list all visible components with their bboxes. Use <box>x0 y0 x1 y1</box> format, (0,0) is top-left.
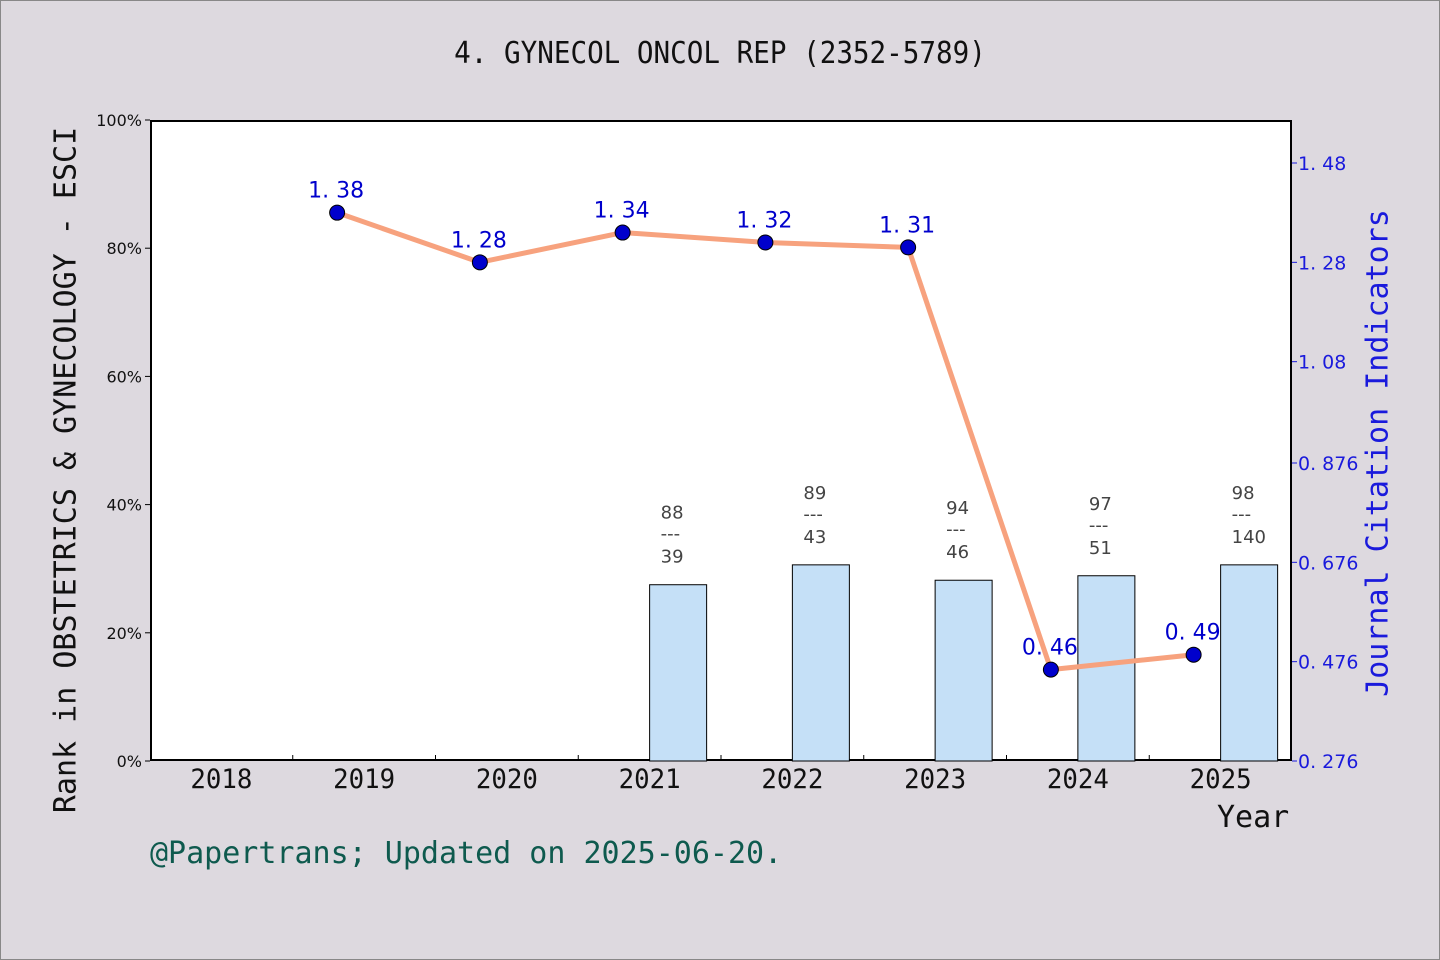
rank-bar <box>791 564 850 762</box>
jci-marker <box>1042 661 1059 678</box>
total-label: 140 <box>1232 527 1266 548</box>
total-label: 39 <box>661 547 684 568</box>
rank-label: 94 <box>946 498 969 519</box>
x-axis-tick-label: 2019 <box>333 764 395 795</box>
right-axis-label: Journal Citation Indicators <box>1360 209 1396 697</box>
jci-value-label: 1. 38 <box>308 179 364 204</box>
total-label: 51 <box>1089 538 1112 559</box>
jci-value-label: 1. 28 <box>451 228 507 253</box>
right-axis-tick-label: 1. 08 <box>1298 352 1346 374</box>
jci-marker <box>1185 646 1202 663</box>
jci-value-label: 1. 31 <box>879 213 935 238</box>
jci-marker <box>329 204 346 221</box>
footer-credit: @Papertrans; Updated on 2025-06-20. <box>150 836 783 871</box>
rank-divider: --- <box>946 519 966 540</box>
x-axis-tick-label: 2025 <box>1190 764 1252 795</box>
left-axis-label: Rank in OBSTETRICS & GYNECOLOGY - ESCI <box>48 126 84 814</box>
rank-label: 88 <box>661 503 684 524</box>
right-axis-tick-label: 0. 476 <box>1298 652 1358 674</box>
x-axis-label: Year <box>1217 800 1290 835</box>
left-axis-tick-label: 40% <box>106 496 142 515</box>
x-axis-tick-label: 2020 <box>476 764 538 795</box>
left-axis-tick-label: 20% <box>106 624 142 643</box>
left-axis-tick-label: 60% <box>106 367 142 386</box>
x-axis-tick-label: 2022 <box>761 764 823 795</box>
rank-bar <box>649 584 708 762</box>
jci-marker <box>757 234 774 251</box>
right-axis-tick-label: 0. 276 <box>1298 751 1358 773</box>
jci-marker <box>471 254 488 271</box>
rank-bar <box>1077 575 1136 762</box>
right-axis-tick-label: 0. 676 <box>1298 552 1358 574</box>
rank-bar <box>934 579 993 762</box>
left-axis-tick-label: 100% <box>96 111 142 130</box>
right-axis-tick-label: 1. 28 <box>1298 252 1346 274</box>
x-axis-tick-label: 2021 <box>619 764 681 795</box>
rank-bar <box>1220 564 1279 762</box>
jci-line <box>336 210 1194 673</box>
jci-value-label: 0. 46 <box>1022 636 1078 661</box>
rank-divider: --- <box>1232 504 1252 525</box>
rank-label: 98 <box>1232 483 1255 504</box>
left-axis-tick-label: 0% <box>117 752 142 771</box>
right-axis-tick-label: 1. 48 <box>1298 153 1346 175</box>
jci-marker <box>614 224 631 241</box>
rank-divider: --- <box>661 524 681 545</box>
rank-label: 89 <box>803 483 826 504</box>
jci-value-label: 1. 32 <box>736 208 792 233</box>
total-label: 46 <box>946 542 969 563</box>
total-label: 43 <box>803 527 826 548</box>
x-axis-tick-label: 2023 <box>904 764 966 795</box>
jci-marker <box>900 239 917 256</box>
chart-title: 4. GYNECOL ONCOL REP (2352-5789) <box>454 36 986 71</box>
x-axis-tick-label: 2024 <box>1047 764 1109 795</box>
rank-label: 97 <box>1089 494 1112 515</box>
left-axis-tick-label: 80% <box>106 239 142 258</box>
jci-value-label: 0. 49 <box>1165 621 1221 646</box>
x-axis-tick-label: 2018 <box>190 764 252 795</box>
rank-divider: --- <box>803 504 823 525</box>
rank-divider: --- <box>1089 515 1109 536</box>
jci-value-label: 1. 34 <box>594 199 650 224</box>
right-axis-tick-label: 0. 876 <box>1298 453 1358 475</box>
